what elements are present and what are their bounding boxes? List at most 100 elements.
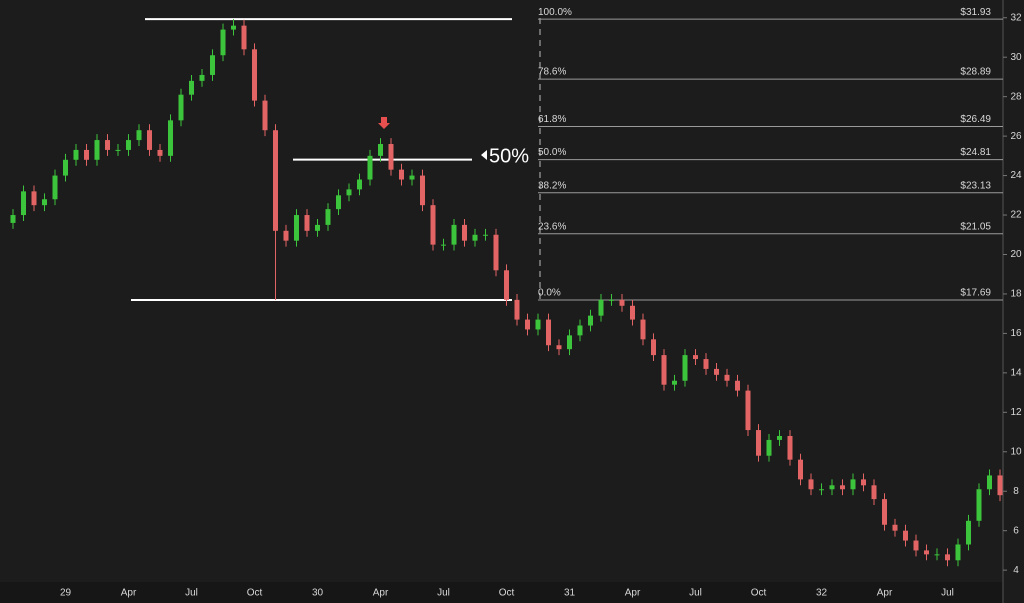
candle-body — [283, 230, 289, 241]
candle-body — [105, 140, 110, 150]
x-tick-label: 32 — [816, 588, 828, 599]
candle-body — [934, 554, 940, 556]
candle-body — [52, 175, 58, 200]
candle-body — [73, 149, 79, 160]
candle-body — [787, 435, 793, 460]
candle-body — [357, 179, 362, 190]
y-tick-label: 22 — [1010, 210, 1022, 221]
candle-body — [441, 244, 446, 246]
candle-body — [892, 524, 898, 531]
candle-body — [567, 335, 572, 350]
candle-body — [609, 299, 614, 301]
candle-body — [798, 459, 803, 480]
y-tick-label: 26 — [1010, 131, 1022, 142]
candle-body — [882, 499, 887, 525]
candle-body — [966, 520, 971, 545]
candle-body — [273, 130, 278, 231]
fib-ratio: 23.6% — [538, 221, 566, 232]
marker-triangle — [481, 150, 487, 160]
fib-ratio: 0.0% — [538, 288, 561, 299]
candle-body — [672, 380, 677, 385]
candle-body — [577, 325, 583, 336]
candle-body — [472, 234, 478, 241]
y-tick-label: 32 — [1010, 12, 1022, 23]
candle-body — [451, 224, 457, 245]
candle-body — [241, 25, 247, 50]
candle-body — [598, 299, 604, 316]
candle-body — [262, 100, 268, 131]
candle-body — [189, 80, 194, 95]
y-tick-label: 4 — [1013, 565, 1019, 576]
candle-body — [640, 319, 646, 340]
x-axis-band — [0, 582, 1003, 603]
y-tick-label: 12 — [1010, 407, 1022, 418]
candle-body — [126, 140, 131, 150]
candle-body — [955, 544, 961, 561]
fib-price: $26.49 — [960, 114, 991, 125]
y-tick-label: 16 — [1010, 328, 1022, 339]
fib-price: $17.69 — [960, 288, 991, 299]
candle-body — [682, 355, 688, 381]
candle-body — [294, 215, 299, 241]
candle-body — [525, 319, 530, 330]
x-tick-label: Apr — [877, 588, 893, 599]
candle-body — [514, 299, 520, 320]
candle-body — [42, 199, 47, 206]
annotation: 50% — [489, 145, 529, 167]
candle-body — [136, 130, 142, 141]
fib-ratio: 61.8% — [538, 114, 566, 125]
candle-body — [115, 149, 121, 151]
x-tick-label: Apr — [121, 588, 137, 599]
x-tick-label: Apr — [373, 588, 389, 599]
candle-body — [619, 299, 625, 306]
fib-price: $21.05 — [960, 221, 991, 232]
candle-body — [504, 270, 509, 300]
candle-body — [850, 479, 856, 490]
candle-body — [94, 140, 100, 160]
y-tick-label: 28 — [1010, 91, 1022, 102]
candle-body — [409, 175, 415, 180]
x-tick-label: Apr — [625, 588, 641, 599]
candle-body — [651, 339, 656, 356]
candle-body — [588, 315, 593, 326]
candle-body — [21, 191, 26, 216]
candle-body — [777, 435, 782, 440]
candle-body — [714, 368, 719, 375]
fib-price: $31.93 — [960, 7, 991, 18]
candle-body — [808, 479, 814, 490]
candle-body — [168, 120, 173, 156]
candle-body — [378, 144, 383, 156]
candle-body — [31, 191, 37, 206]
candle-body — [147, 130, 152, 150]
candle-body — [483, 234, 488, 236]
x-tick-label: Oct — [499, 588, 515, 599]
candle-body — [745, 390, 751, 431]
x-tick-label: 31 — [564, 588, 576, 599]
candle-body — [766, 439, 772, 456]
y-tick-label: 20 — [1010, 249, 1022, 260]
candle-body — [703, 359, 709, 369]
x-tick-label: Jul — [185, 588, 198, 599]
candle-body — [325, 209, 331, 225]
candle-body — [304, 215, 310, 231]
fib-price: $28.89 — [960, 67, 991, 78]
candle-body — [157, 149, 163, 156]
candle-body — [199, 74, 205, 81]
candle-body — [315, 224, 320, 231]
x-tick-label: Jul — [941, 588, 954, 599]
candle-body — [399, 169, 404, 180]
candle-body — [63, 159, 68, 176]
y-tick-label: 14 — [1010, 367, 1022, 378]
candle-body — [210, 55, 215, 75]
candle-body — [630, 305, 635, 320]
x-tick-label: 29 — [60, 588, 72, 599]
candle-body — [336, 195, 341, 210]
x-tick-label: Jul — [689, 588, 702, 599]
candle-body — [367, 155, 373, 180]
candle-body — [819, 489, 824, 491]
candle-body — [661, 355, 667, 385]
candle-body — [871, 485, 877, 500]
candle-body — [903, 530, 908, 541]
